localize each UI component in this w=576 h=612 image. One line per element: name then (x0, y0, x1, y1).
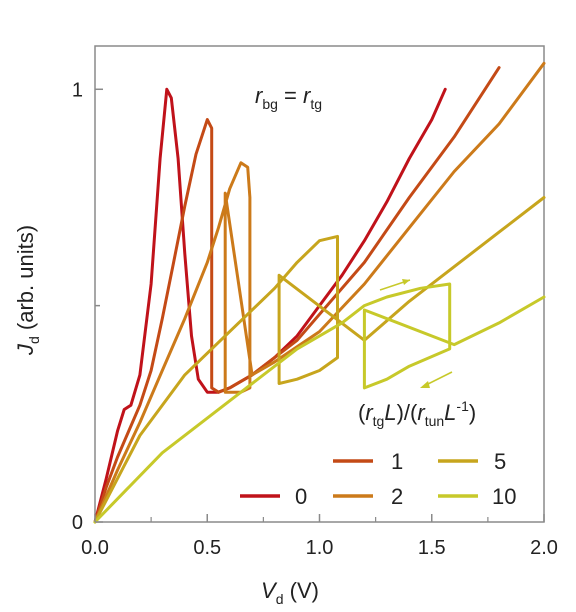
y-tick-label: 1 (72, 79, 83, 101)
y-axis-ticks: 01 (72, 79, 103, 534)
annotation-rbg-eq-rtg: rbg = rtg (255, 83, 322, 112)
x-axis-label: Vd (V) (261, 578, 319, 607)
legend-label-5: 5 (494, 449, 506, 474)
series-line-0 (93, 87, 447, 524)
x-tick-label: 1.5 (418, 537, 446, 559)
x-tick-label: 1.0 (306, 537, 334, 559)
x-tick-label: 2.0 (530, 537, 558, 559)
legend-label-1: 1 (391, 449, 403, 474)
x-tick-label: 0.5 (193, 537, 221, 559)
forward-sweep-arrowhead (402, 279, 410, 285)
x-tick-label: 0.0 (81, 537, 109, 559)
hysteresis-arrows (379, 279, 453, 388)
x-axis-ticks: 0.0 0.5 1.0 1.5 2.0 (81, 514, 558, 559)
series-line-5 (93, 196, 546, 524)
legend-label-10: 10 (492, 484, 516, 509)
y-axis-label: Jd (arb. units) (13, 225, 42, 356)
legend-label-2: 2 (391, 484, 403, 509)
plot-frame (94, 45, 545, 523)
legend-title: (rtgL)/(rtunL-1) (358, 398, 476, 429)
reverse-sweep-arrowhead (420, 381, 430, 388)
y-tick-label: 0 (72, 512, 83, 534)
series-layer (93, 61, 546, 524)
series-line-1 (93, 66, 501, 524)
legend-label-0: 0 (295, 484, 307, 509)
legend: (rtgL)/(rtunL-1) 1 5 0 2 10 (240, 398, 516, 509)
series-line-10 (93, 282, 546, 524)
